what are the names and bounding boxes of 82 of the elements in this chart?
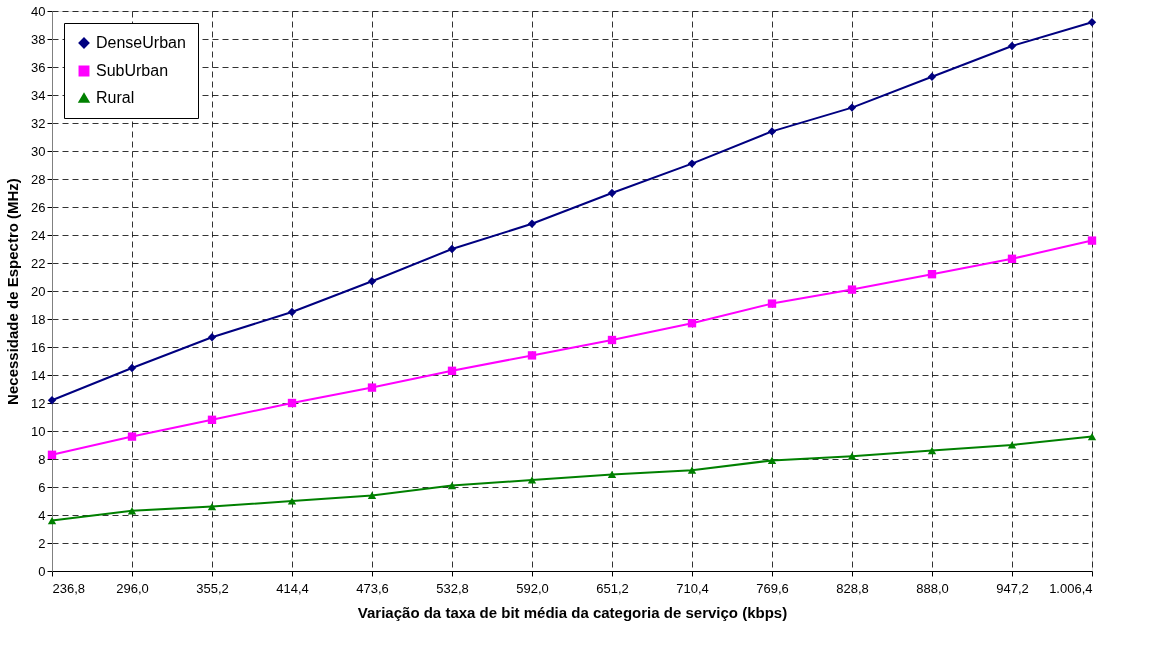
y-tick-label: 20: [31, 283, 46, 299]
x-tick-label: 1.006,4: [1049, 580, 1093, 596]
point: [367, 277, 377, 286]
point: [127, 507, 137, 515]
x-tick-label: 355,2: [196, 580, 229, 596]
y-tick-label: 2: [38, 535, 46, 551]
x-tick-label: 651,2: [596, 580, 629, 596]
point: [1087, 236, 1097, 245]
y-tick-label: 8: [38, 451, 46, 467]
point: [927, 270, 937, 279]
y-tick-label: 26: [31, 199, 46, 215]
legend-label: Rural: [96, 89, 135, 106]
y-tick-label: 22: [31, 255, 46, 271]
legend-label: DenseUrban: [96, 34, 186, 51]
point: [447, 366, 457, 375]
point: [207, 333, 217, 342]
point: [287, 307, 297, 317]
y-tick-label: 18: [31, 311, 46, 327]
point: [1007, 441, 1017, 449]
y-tick-label: 28: [31, 171, 46, 187]
y-tick-label: 6: [38, 479, 46, 495]
point: [767, 299, 777, 308]
point: [847, 103, 857, 112]
y-tick-label: 34: [31, 87, 46, 103]
x-tick-label: 710,4: [676, 580, 709, 596]
point: [127, 432, 137, 441]
legend-label: SubUrban: [96, 62, 169, 79]
point: [47, 516, 57, 525]
point: [927, 446, 937, 455]
y-axis-title: Necessidade de Espectro (MHz): [4, 178, 22, 405]
point: [607, 188, 617, 198]
y-tick-label: 4: [38, 507, 46, 523]
point: [527, 351, 537, 360]
y-tick-label: 10: [31, 423, 46, 439]
x-axis-title: Variação da taxa de bit média da categoria de serviço (kbps): [357, 603, 788, 621]
x-tick-label: 828,8: [836, 580, 869, 596]
y-tick-label: 12: [31, 395, 46, 411]
point: [607, 470, 617, 479]
point: [607, 335, 617, 345]
point: [47, 450, 57, 459]
x-tick-label: 592,0: [516, 580, 549, 596]
y-tick-label: 38: [31, 31, 46, 47]
x-tick-label: 947,2: [996, 580, 1029, 596]
y-tick-label: 40: [31, 3, 46, 19]
y-tick-label: 24: [31, 227, 46, 243]
point: [847, 452, 857, 460]
y-tick-label: 30: [31, 143, 46, 159]
point: [207, 502, 217, 511]
point: [687, 466, 697, 474]
x-tick-label: 414,4: [276, 580, 309, 596]
point: [47, 396, 57, 405]
y-tick-label: 16: [31, 339, 46, 355]
point: [1087, 432, 1097, 441]
point: [1007, 41, 1017, 51]
point: [527, 219, 537, 228]
x-tick-label: 769,6: [756, 580, 789, 596]
point: [127, 363, 137, 373]
point: [447, 481, 457, 490]
point: [287, 398, 297, 408]
point: [367, 383, 377, 392]
x-tick-label: 236,8: [52, 580, 86, 596]
y-tick-label: 36: [31, 59, 46, 75]
point: [687, 159, 697, 168]
point: [767, 127, 777, 136]
point: [207, 415, 217, 424]
point: [287, 497, 297, 505]
x-tick-label: 888,0: [916, 580, 949, 596]
point: [687, 319, 697, 328]
point: [927, 72, 937, 81]
point: [847, 285, 857, 294]
point: [1007, 254, 1017, 263]
y-tick-label: 14: [31, 367, 46, 383]
point: [367, 491, 377, 500]
y-tick-label: 32: [31, 115, 46, 131]
point: [527, 476, 537, 484]
point: [447, 244, 457, 254]
x-tick-label: 532,8: [436, 580, 469, 596]
x-tick-label: 473,6: [356, 580, 389, 596]
x-tick-label: 296,0: [116, 580, 149, 596]
point: [767, 456, 777, 465]
y-tick-label: 0: [38, 563, 46, 579]
point: [1087, 18, 1097, 27]
